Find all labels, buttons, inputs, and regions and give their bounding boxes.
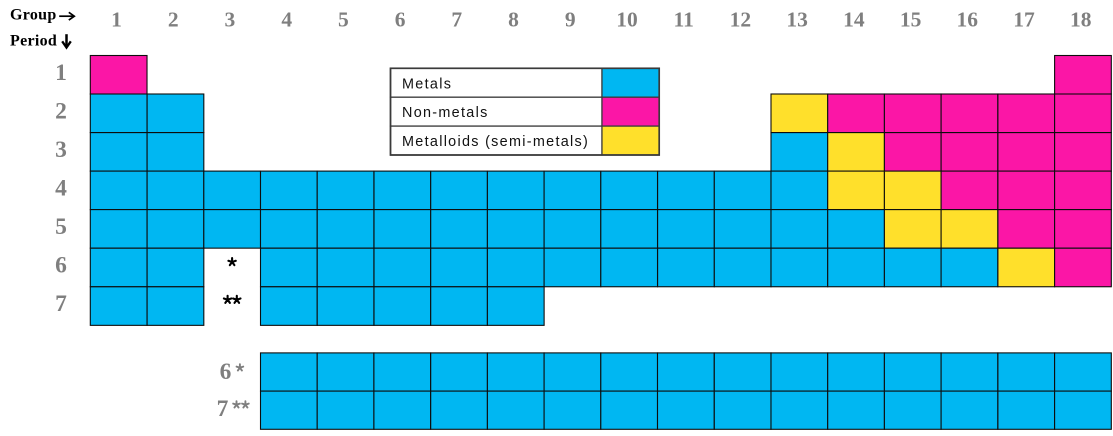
- svg-text:5: 5: [55, 214, 67, 240]
- svg-text:1: 1: [55, 60, 67, 86]
- svg-text:3: 3: [225, 8, 236, 32]
- svg-text:Non-metals: Non-metals: [402, 105, 489, 121]
- svg-text:13: 13: [786, 8, 808, 32]
- svg-text:Group: Group: [10, 7, 57, 24]
- svg-text:4: 4: [55, 176, 67, 202]
- svg-text:5: 5: [338, 8, 349, 32]
- svg-text:11: 11: [674, 8, 694, 32]
- svg-text:2: 2: [55, 99, 67, 125]
- svg-text:4: 4: [281, 8, 292, 32]
- svg-text:2: 2: [168, 8, 179, 32]
- svg-text:1: 1: [111, 8, 122, 32]
- svg-text:15: 15: [900, 8, 922, 32]
- svg-text:7: 7: [217, 396, 229, 422]
- svg-text:17: 17: [1013, 8, 1035, 32]
- svg-text:10: 10: [616, 8, 638, 32]
- svg-text:6: 6: [395, 8, 406, 32]
- svg-text:7: 7: [451, 8, 462, 32]
- svg-text:3: 3: [55, 137, 67, 163]
- svg-text:Period: Period: [10, 33, 57, 50]
- svg-text:8: 8: [508, 8, 519, 32]
- svg-text:7: 7: [55, 291, 67, 317]
- svg-text:6: 6: [220, 359, 232, 385]
- svg-text:9: 9: [565, 8, 576, 32]
- svg-text:6: 6: [55, 253, 67, 279]
- svg-text:18: 18: [1070, 8, 1092, 32]
- svg-text:Metalloids (semi-metals): Metalloids (semi-metals): [402, 134, 589, 150]
- svg-text:12: 12: [730, 8, 752, 32]
- svg-text:Metals: Metals: [402, 76, 452, 92]
- svg-text:14: 14: [843, 8, 865, 32]
- svg-text:16: 16: [957, 8, 979, 32]
